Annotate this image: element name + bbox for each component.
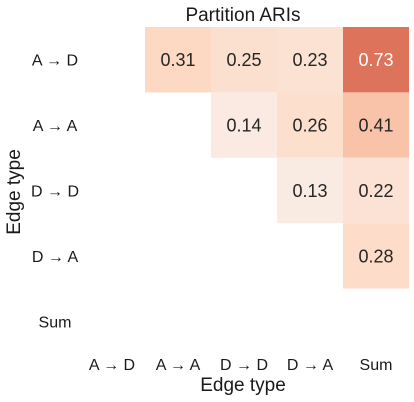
heatmap-cell [211,27,277,93]
y-tick-label: D → A [32,249,79,266]
y-axis-label: Edge type [4,149,25,235]
cell-value-label: 0.13 [292,181,327,201]
cell-value-label: 0.41 [358,116,393,136]
cell-value-label: 0.25 [226,50,261,70]
x-tick-label: D → D [220,357,268,374]
cell-value-label: 0.31 [160,50,195,70]
heatmap-cell [343,27,409,93]
x-tick-label: Sum [360,357,393,374]
chart-title: Partition ARIs [185,5,300,26]
cell-value-label: 0.73 [358,50,393,70]
cell-value-label: 0.28 [358,246,393,266]
heatmap-cell [343,223,409,289]
heatmap-cell [145,27,211,93]
y-tick-label: D → D [31,184,79,201]
cell-value-label: 0.22 [358,181,393,201]
x-tick-labels: A → D A → A D → D D → A Sum [89,357,393,374]
cell-value-label: 0.23 [292,50,327,70]
heatmap-cell [277,92,343,158]
x-axis-label: Edge type [200,375,286,396]
y-tick-label: A → D [32,53,78,70]
heatmap-cell [343,92,409,158]
cell-value-label: 0.26 [292,116,327,136]
y-tick-label: A → A [33,118,78,135]
heatmap-cells: 0.31 0.25 0.23 0.73 0.14 0.26 0.41 0.13 0.22 0.28 [145,27,409,289]
x-tick-label: A → D [89,357,135,374]
heatmap-cell [277,27,343,93]
cell-value-label: 0.14 [226,116,261,136]
heatmap-cell [211,92,277,158]
x-tick-label: D → A [287,357,334,374]
heatmap-cell [343,157,409,224]
y-tick-labels: A → D A → A D → D D → A Sum [31,53,79,332]
x-tick-label: A → A [156,357,201,374]
heatmap-cell [277,157,343,224]
y-tick-label: Sum [39,314,72,331]
